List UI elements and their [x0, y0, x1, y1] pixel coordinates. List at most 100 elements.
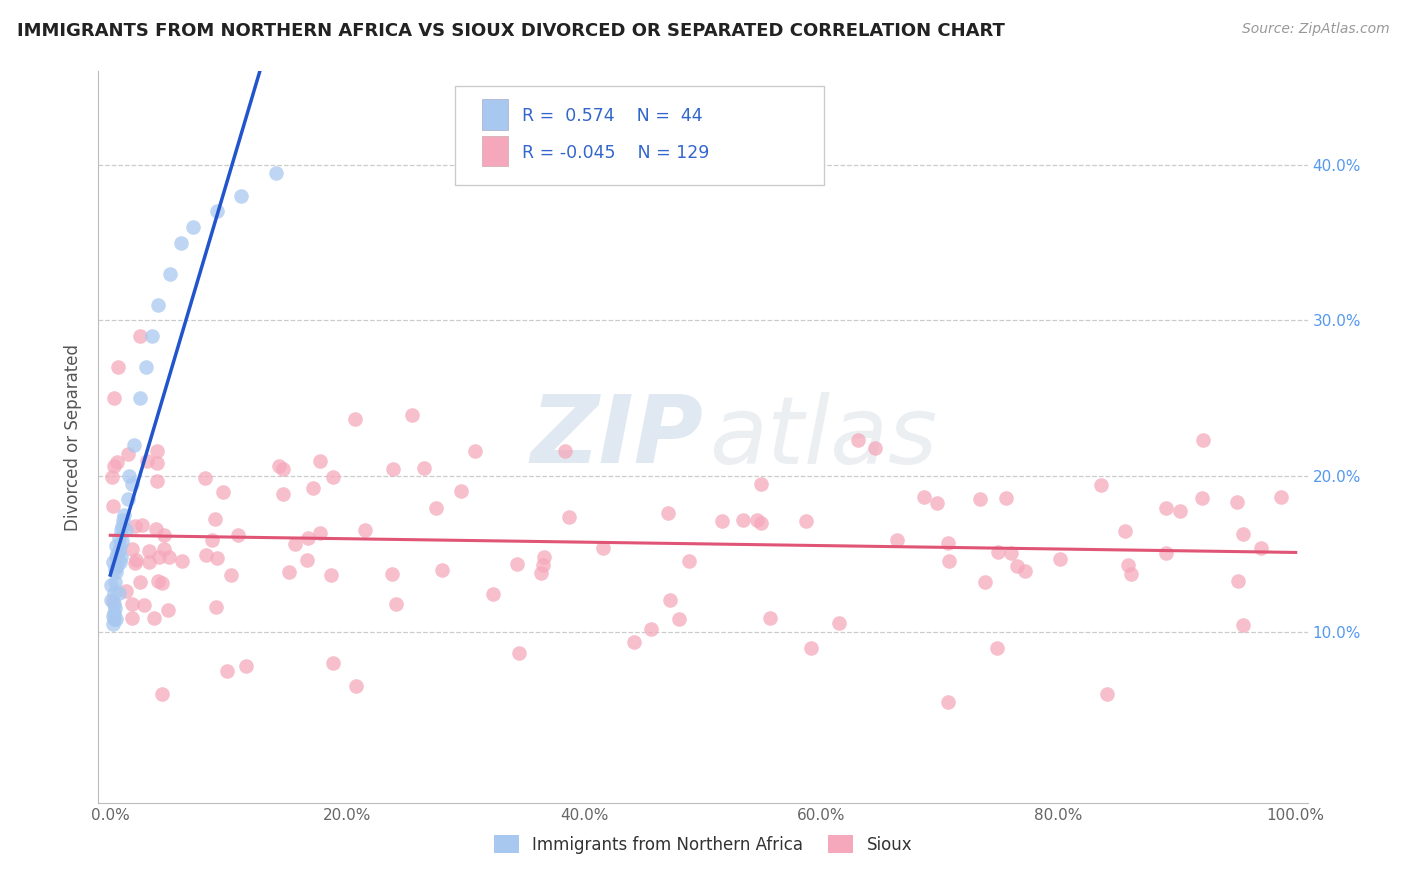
Point: [284, 537, 307, 551]
Point: [925, 495, 948, 509]
Point: [668, 612, 690, 626]
Point: [105, 549, 128, 564]
Point: [112, 512, 135, 526]
Point: [1270, 490, 1292, 504]
Point: [103, 612, 125, 626]
Point: [309, 453, 332, 467]
Point: [107, 585, 129, 599]
Point: [107, 543, 129, 558]
Point: [131, 518, 153, 533]
Point: [148, 574, 170, 588]
Point: [111, 518, 134, 533]
Point: [994, 491, 1017, 505]
FancyBboxPatch shape: [482, 136, 509, 167]
Point: [145, 456, 167, 470]
Point: [308, 526, 330, 541]
Point: [215, 664, 238, 678]
Point: [150, 576, 173, 591]
Point: [986, 641, 1008, 656]
Point: [1090, 478, 1112, 492]
Point: [105, 539, 128, 553]
Point: [1168, 503, 1191, 517]
Point: [794, 515, 817, 529]
Point: [747, 513, 769, 527]
Point: [558, 510, 581, 524]
Point: [229, 189, 252, 203]
Point: [105, 547, 128, 561]
Point: [623, 634, 645, 648]
Point: [117, 447, 139, 461]
Point: [936, 536, 959, 550]
Point: [146, 298, 169, 312]
Point: [267, 459, 290, 474]
Point: [101, 609, 124, 624]
Point: [105, 566, 128, 580]
Point: [1049, 551, 1071, 566]
Legend: Immigrants from Northern Africa, Sioux: Immigrants from Northern Africa, Sioux: [488, 829, 918, 860]
Point: [657, 506, 679, 520]
Point: [678, 554, 700, 568]
Point: [201, 533, 224, 548]
Point: [205, 204, 228, 219]
Point: [1000, 546, 1022, 560]
Point: [382, 462, 405, 476]
Point: [135, 359, 157, 374]
Point: [132, 599, 155, 613]
Point: [1232, 527, 1254, 541]
Point: [384, 597, 406, 611]
Point: [124, 556, 146, 570]
Point: [125, 552, 148, 566]
Text: IMMIGRANTS FROM NORTHERN AFRICA VS SIOUX DIVORCED OR SEPARATED CORRELATION CHART: IMMIGRANTS FROM NORTHERN AFRICA VS SIOUX…: [17, 22, 1005, 40]
Point: [464, 444, 486, 458]
Point: [108, 539, 131, 553]
Point: [278, 565, 301, 579]
Point: [117, 492, 139, 507]
Point: [121, 476, 143, 491]
Point: [425, 501, 447, 516]
Point: [758, 611, 780, 625]
Point: [138, 555, 160, 569]
Point: [148, 549, 170, 564]
Text: R =  0.574    N =  44: R = 0.574 N = 44: [522, 107, 702, 125]
Point: [103, 585, 125, 599]
Point: [219, 568, 242, 582]
Point: [322, 656, 344, 670]
Point: [969, 491, 991, 506]
Point: [1191, 434, 1213, 448]
Y-axis label: Divorced or Separated: Divorced or Separated: [65, 343, 83, 531]
Point: [1119, 567, 1142, 582]
Point: [533, 550, 555, 565]
Point: [128, 329, 150, 343]
Point: [430, 562, 453, 576]
Point: [145, 444, 167, 458]
FancyBboxPatch shape: [482, 99, 509, 130]
Point: [800, 640, 823, 655]
Point: [110, 524, 132, 538]
Point: [1014, 564, 1036, 578]
Point: [1191, 491, 1213, 505]
FancyBboxPatch shape: [456, 86, 824, 185]
Point: [142, 611, 165, 625]
Point: [1154, 501, 1177, 516]
Point: [101, 616, 124, 631]
Point: [103, 391, 125, 405]
Point: [226, 528, 249, 542]
Point: [122, 438, 145, 452]
Point: [104, 574, 127, 589]
Point: [401, 408, 423, 422]
Point: [121, 611, 143, 625]
Point: [530, 566, 553, 580]
Point: [846, 433, 869, 447]
Point: [107, 531, 129, 545]
Point: [482, 587, 505, 601]
Point: [110, 549, 132, 564]
Point: [1114, 524, 1136, 538]
Point: [105, 455, 128, 469]
Point: [297, 532, 319, 546]
Point: [159, 267, 181, 281]
Point: [973, 575, 995, 590]
Point: [103, 597, 125, 611]
Point: [659, 593, 682, 607]
Point: [145, 475, 167, 489]
Point: [506, 557, 529, 571]
